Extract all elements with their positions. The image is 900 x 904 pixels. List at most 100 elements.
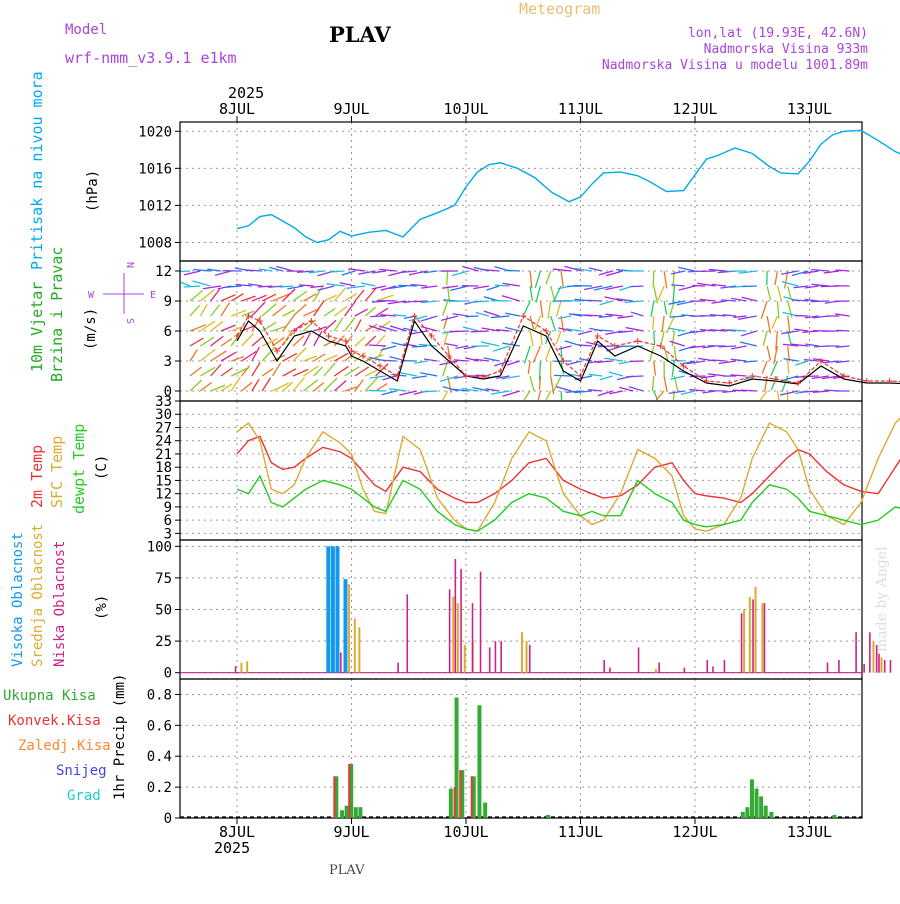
wind-arrow	[653, 316, 654, 330]
temp-title-dewpt: dewpt Temp	[70, 424, 88, 514]
temp-title-sfc: SFC Temp	[48, 436, 66, 508]
wind-arrow	[476, 375, 489, 376]
top-day-label: 8JUL	[219, 100, 255, 118]
wind-arrow	[242, 333, 254, 346]
wind-arrow	[530, 271, 532, 288]
wind-arrow	[554, 375, 571, 376]
precip-bar-total	[449, 789, 453, 818]
wind-arrow	[548, 301, 551, 319]
wind-arrow	[215, 271, 231, 275]
wind-arrow	[561, 271, 563, 288]
precip-bar-total	[745, 807, 749, 818]
y-tick-label: 33	[155, 394, 172, 410]
wind-arrow	[836, 330, 849, 331]
wind-arrow	[558, 346, 571, 349]
cloud-bar-mid	[464, 645, 466, 673]
top-day-label: 12JUL	[672, 100, 717, 118]
wind-arrow	[546, 391, 551, 400]
wind-arrow	[782, 376, 788, 392]
wind-arrow	[231, 294, 243, 301]
cloud-bar-low	[500, 641, 502, 673]
cloud-bar-mid	[348, 584, 350, 672]
wind-arrow	[324, 363, 335, 376]
cloud-bar-low	[529, 645, 531, 673]
wind-arrow	[379, 269, 396, 271]
wind-arrow	[777, 391, 779, 400]
precip-bar-total	[759, 796, 763, 818]
wind-arrow	[272, 363, 280, 376]
precip-bar-conv	[333, 776, 335, 818]
precip-bar-conv	[471, 776, 473, 818]
wind-arrow	[564, 300, 582, 301]
y-tick-label: 1016	[138, 161, 172, 177]
wind-arrow	[661, 331, 664, 345]
wind-arrow	[252, 379, 259, 391]
precip-bar-total	[358, 807, 362, 818]
wind-arrow	[546, 271, 551, 284]
cloud-title-high: Visoka Oblacnost	[10, 532, 26, 667]
y-tick-label: 3	[164, 354, 172, 370]
compass-east: E	[150, 290, 156, 301]
wind-arrow	[760, 391, 767, 400]
wind-arrow	[573, 285, 592, 286]
wind-arrow	[421, 391, 437, 392]
wind-gust-marker	[257, 318, 263, 324]
bottom-day-label: 11JUL	[558, 823, 603, 841]
pressure-line	[237, 130, 900, 242]
precip-unit: 1hr Precip (mm)	[112, 674, 128, 800]
wind-arrow	[811, 284, 829, 286]
wind-arrow	[561, 391, 562, 400]
wind-arrow	[190, 367, 201, 376]
wind-arrow	[533, 346, 540, 363]
cloud-axis-title: Visoka Oblacnost Srednja Oblacnost Niska…	[10, 524, 110, 667]
cloud-bar-low	[878, 654, 880, 673]
wind-arrow	[355, 290, 364, 301]
wind-arrow	[654, 361, 656, 376]
wind-arrow	[784, 359, 799, 361]
wind-gust-marker	[520, 313, 526, 319]
wind-arrow	[314, 383, 324, 391]
cloud-bar-low	[658, 663, 660, 673]
cloud-bar-high	[335, 546, 339, 672]
wind-arrow	[656, 391, 664, 400]
precip-bar-total	[750, 779, 754, 818]
wind-arrow	[293, 304, 306, 316]
precip-legend-conv: Konvek.Kisa	[8, 713, 101, 729]
wind-arrow	[442, 286, 458, 288]
cloud-unit: (%)	[94, 595, 110, 620]
wind-arrow	[540, 301, 542, 318]
wind-arrow	[414, 301, 427, 302]
y-tick-label: 9	[164, 294, 172, 310]
wind-title-2: Brzina i Pravac	[48, 247, 66, 382]
cloud-bar-mid	[354, 618, 356, 672]
wind-arrow	[741, 390, 757, 391]
cloud-bar-low	[449, 589, 451, 672]
y-tick-label: 0.6	[147, 718, 172, 734]
cloud-bar-low	[884, 660, 886, 673]
wind-arrow	[536, 286, 540, 302]
precip-bar-conv	[348, 764, 350, 818]
wind-arrow	[283, 316, 294, 331]
wind-arrow	[283, 289, 295, 301]
cloud-bar-low	[712, 666, 714, 672]
station-title: PLAV	[329, 22, 391, 47]
wind-arrow	[252, 362, 260, 376]
top-day-label: 13JUL	[787, 100, 832, 118]
y-tick-label: 0.2	[147, 780, 172, 796]
wind-arrow	[740, 342, 757, 346]
wind-arrow	[293, 336, 304, 346]
precip-panel: 00.20.40.60.8	[147, 679, 862, 827]
temp-line-sfc	[237, 401, 900, 531]
precip-bar-total	[483, 803, 487, 818]
wind-arrow	[662, 316, 664, 332]
wind-arrow	[652, 376, 653, 391]
wind-arrow	[777, 286, 781, 300]
wind-axis-title: 10m Vjetar Brzina i Pravac (m/s) W E N S	[28, 247, 156, 382]
precip-bar-conv	[459, 770, 461, 818]
wind-arrow	[365, 370, 377, 376]
wind-arrow	[399, 271, 417, 273]
wind-gust-line	[237, 316, 900, 383]
